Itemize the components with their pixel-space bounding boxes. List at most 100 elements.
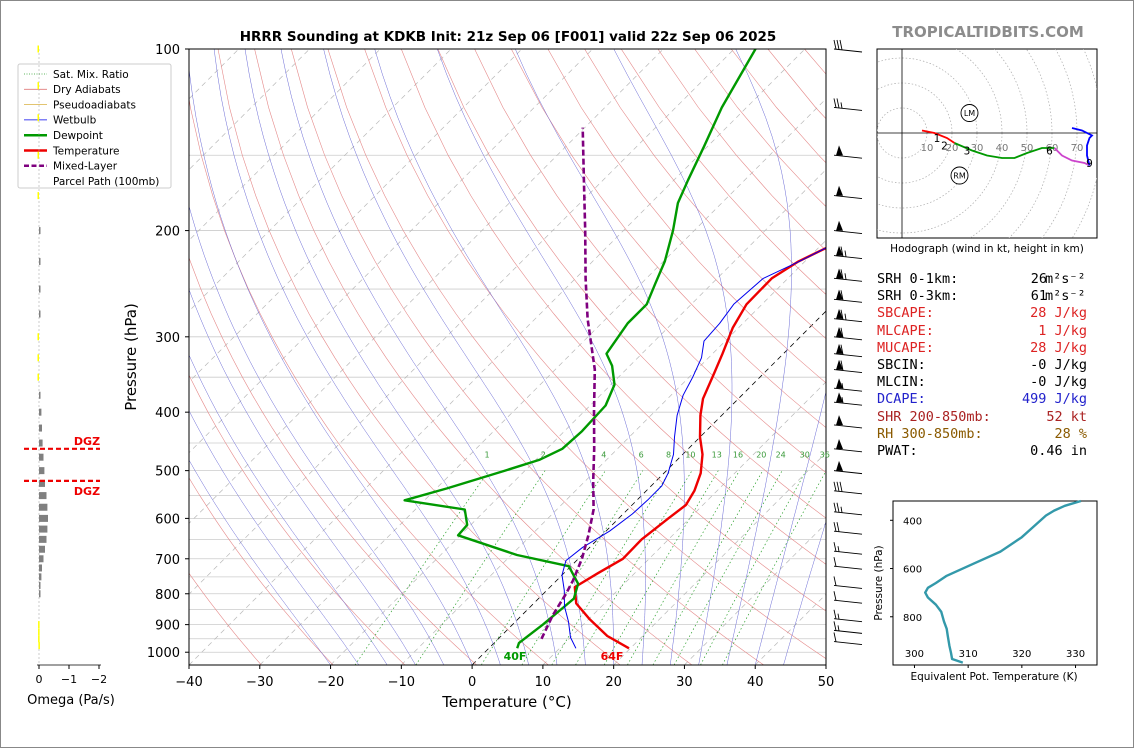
isotherm-line [259,98,826,665]
wind-barb [833,632,863,645]
wind-barb [833,343,863,358]
barb-flag [833,621,837,631]
mixing-ratio-line [575,470,693,665]
y-tick-label: 600 [155,512,180,527]
legend-label: Pseudoadiabats [53,99,136,111]
pseudoadiabat [613,49,733,665]
storm-motion-label: LM [964,109,975,118]
mixing-ratio-label: 36 [820,450,830,459]
legend-label: Parcel Path (100mb) [53,176,159,188]
barb-staff [833,511,863,516]
barb-pennant [836,308,843,319]
barb-flag [833,591,837,601]
x-tick-label: 20 [605,675,622,690]
y-tick-label: 300 [155,331,180,346]
omega-bar [39,285,41,293]
barb-flag [839,481,843,492]
barb-staff [833,369,863,374]
barb-pennant [836,327,843,338]
dry-adiabat [189,572,262,665]
hodograph-height-label: 1 [934,133,941,145]
omega-bar [37,151,39,159]
legend-label: Temperature [52,145,120,157]
barb-flag [840,269,844,280]
isotherm-line [189,49,593,454]
omega-bar [39,467,45,475]
wind-barb [833,39,863,53]
watermark: TROPICALTIDBITS.COM [892,23,1084,41]
wind-barb [833,145,863,159]
legend-label: Wetbulb [53,115,97,127]
omega-bar [37,45,39,53]
omega-bar [37,354,39,362]
theta-e-xtick-label: 310 [959,649,978,660]
stat-label: SBCAPE: [877,305,934,322]
barb-flag [840,309,844,320]
hodograph-frame [876,48,1098,239]
stat-value: 1 J/kg [1038,322,1087,339]
dry-adiabat [217,49,621,665]
barb-staff [833,277,863,282]
theta-e-xlabel: Equivalent Pot. Temperature (K) [910,671,1077,683]
dry-adiabat [547,49,826,384]
barb-pennant [836,359,843,370]
barb-flag [840,290,844,301]
stat-value: -0 J/kg [1030,356,1087,373]
stat-unit: m²s⁻² [1045,271,1086,287]
isotherm-line [189,49,806,665]
isotherm-line [684,522,826,665]
dry-adiabat [291,49,764,665]
barb-staff [833,641,863,645]
surface-dewpoint-label: 40F [504,650,527,663]
legend-label: Dry Adiabats [53,84,121,96]
x-tick-label: 50 [818,675,835,690]
omega-bar [39,514,48,522]
barb-staff [833,565,863,570]
barb-flag [840,360,844,371]
barb-pennant [836,145,843,156]
omega-tick-label: 0 [36,673,43,686]
omega-bar [39,555,44,563]
surface-temperature-label: 64F [601,650,624,663]
omega-bar [38,635,40,643]
series-dewpoint [403,49,757,649]
barb-half-flag [840,506,843,513]
omega-bar [39,535,47,543]
wind-barb [833,621,863,634]
omega-bar [37,333,39,341]
dry-adiabat [189,477,334,665]
omega-tick-label: −2 [91,673,107,686]
legend: Sat. Mix. Ratio Dry Adiabats Pseudoadiabat… [17,63,172,189]
dry-adiabat [189,374,406,665]
theta-e-line [924,499,1082,664]
omega-panel: DGZ DGZ 0 −1 −2 [24,45,107,686]
hodograph-ring-label: 30 [971,143,984,154]
pseudoadiabat [323,49,586,665]
hodograph-ring-label: 20 [946,143,959,154]
barb-flag [836,481,840,492]
wind-barb [833,415,863,429]
skewt-series [403,49,826,650]
barb-staff [833,448,863,453]
barb-half-flag [844,250,847,257]
series-temperature [573,246,826,650]
stat-value: -0 J/kg [1030,374,1087,391]
y-tick-label: 100 [155,43,180,58]
barb-pennant [836,185,843,196]
omega-bar [39,503,48,511]
wind-barb [833,438,863,453]
dry-adiabat [254,49,693,665]
barb-staff [833,107,863,111]
barb-pennant [836,245,843,256]
barb-half-flag [837,625,840,631]
wind-barb [833,609,863,623]
stat-value: 26 [1030,271,1047,287]
dry-adiabat [584,49,826,340]
hodograph-height-label: 2 [941,141,948,153]
stat-value: 28 J/kg [1030,305,1087,322]
barb-staff [833,599,863,604]
barb-staff [833,530,863,535]
pseudoadiabat [374,49,614,665]
theta-e-ytick-label: 400 [903,516,922,527]
